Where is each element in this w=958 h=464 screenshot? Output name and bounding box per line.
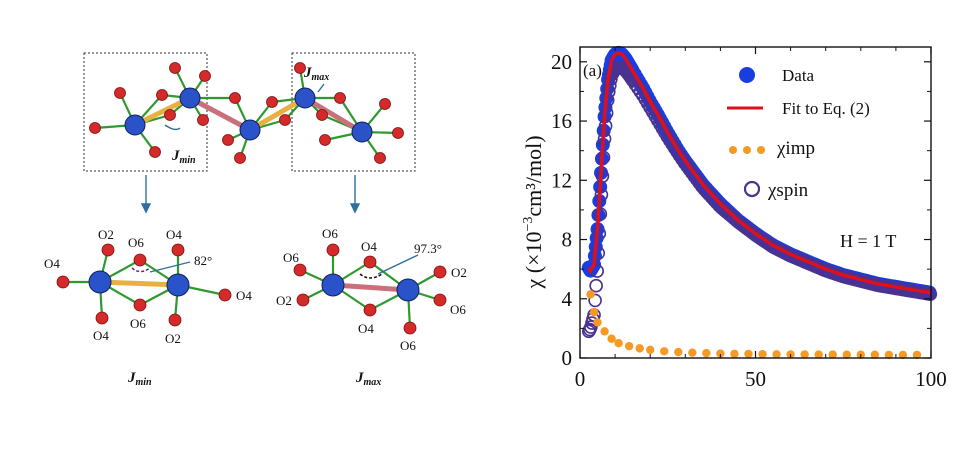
y-tick-label: 4 xyxy=(562,287,573,311)
impurity-point xyxy=(660,347,669,356)
impurity-point xyxy=(842,350,851,359)
jmin-label-top: Jmin xyxy=(171,148,196,166)
impurity-point xyxy=(716,349,725,358)
impurity-point xyxy=(593,318,602,327)
metal-atoms-chain xyxy=(124,87,373,143)
jmax-selection-box xyxy=(291,52,416,172)
atom-label: O4 xyxy=(44,256,60,271)
jmin-label-bottom: Jmin xyxy=(127,370,152,388)
jmin-bond xyxy=(99,279,179,288)
impurity-point xyxy=(589,307,599,317)
y-tick-label: 0 xyxy=(562,346,573,370)
impurity-point xyxy=(635,344,644,353)
atom-label: O6 xyxy=(322,226,338,241)
impurity-point xyxy=(607,334,616,343)
jmin-pointer-arrow xyxy=(164,124,181,131)
jmax-cluster: O6 O4 O6 O2 O2 O6 O4 O6 97.3° Jmax xyxy=(276,226,467,388)
atom-label: O2 xyxy=(451,265,467,280)
legend-marker-spin xyxy=(743,180,761,198)
jmax-label-top: Jmax xyxy=(303,65,329,83)
legend-label-imp: χimp xyxy=(776,138,815,159)
jmin-cluster: O2 O6 O4 O4 O4 O4 O6 O2 82° Jmin xyxy=(44,227,252,388)
atom-label: O2 xyxy=(276,293,292,308)
atom-label: O4 xyxy=(93,328,109,343)
atom-label: O4 xyxy=(166,227,182,242)
impurity-point xyxy=(614,338,623,348)
legend-label-fit: Fit to Eq. (2) xyxy=(782,99,870,118)
jmin-angle-arc xyxy=(131,267,151,273)
impurity-point xyxy=(600,327,609,336)
spin-point xyxy=(591,246,606,260)
impurity-point xyxy=(730,349,739,359)
susceptibility-chart: 0 50 100 0 4 8 12 16 20 (a) χ (×10−3cm³/mol) Dat… xyxy=(521,45,947,391)
x-tick-label: 50 xyxy=(745,367,766,391)
spin-point xyxy=(588,293,602,308)
impurity-point xyxy=(814,350,823,359)
atom-label: O6 xyxy=(400,338,416,353)
down-arrows xyxy=(140,175,361,214)
jmax-bond-top-1 xyxy=(188,95,252,133)
plot-area xyxy=(581,45,938,360)
spin-point xyxy=(589,278,603,293)
impurity-point xyxy=(800,350,809,359)
jmax-pointer-arrow xyxy=(317,83,325,93)
impurity-point xyxy=(586,290,595,299)
impurity-point xyxy=(758,349,767,359)
angle-label-82: 82° xyxy=(194,253,212,268)
jmin-angle-arrow xyxy=(149,261,191,273)
jmin-bond-top-2 xyxy=(248,95,307,133)
legend-marker-imp xyxy=(729,146,765,154)
impurity-point xyxy=(772,350,781,359)
x-tick-label: 0 xyxy=(575,367,586,391)
crystal-structure-diagram: Jmin Jmax xyxy=(44,52,467,388)
atom-label: O6 xyxy=(128,235,144,250)
impurity-point xyxy=(912,350,922,360)
angle-label-97: 97.3° xyxy=(414,241,442,256)
atom-label: O2 xyxy=(98,227,114,242)
impurity-point xyxy=(702,348,711,358)
x-tick-label: 100 xyxy=(915,367,947,391)
spin-point xyxy=(923,287,938,302)
plot-frame xyxy=(579,46,932,359)
oxygen-atoms-chain xyxy=(89,62,404,164)
y-tick-label: 20 xyxy=(551,50,572,74)
y-axis-label: χ (×10−3cm³/mol) xyxy=(521,135,546,289)
y-tick-label: 12 xyxy=(551,168,572,192)
fit-line xyxy=(587,50,932,295)
impurity-point xyxy=(828,350,837,359)
legend-label-spin: χspin xyxy=(767,180,809,201)
atom-label: O6 xyxy=(283,250,299,265)
jmax-angle-arc xyxy=(359,273,383,279)
impurity-point xyxy=(744,349,753,359)
axis-ticks: 0 50 100 0 4 8 12 16 20 xyxy=(551,47,947,391)
atom-label: O4 xyxy=(358,321,374,336)
atom-label: O4 xyxy=(361,239,377,254)
jmax-bond-top-2 xyxy=(303,95,364,135)
impurity-point xyxy=(898,350,908,360)
chain-bonds xyxy=(94,67,399,159)
jmax-angle-arrow xyxy=(377,254,419,275)
atom-label: O6 xyxy=(130,316,146,331)
atom-label: O6 xyxy=(450,302,466,317)
y-tick-label: 8 xyxy=(562,228,573,252)
impurity-point xyxy=(624,341,634,351)
jmax-label-bottom: Jmax xyxy=(355,370,381,388)
y-tick-label: 16 xyxy=(551,109,572,133)
impurity-point xyxy=(870,350,880,359)
impurity-point xyxy=(646,345,655,355)
impurity-point xyxy=(674,347,683,357)
impurity-point xyxy=(688,348,697,357)
atom-label: O4 xyxy=(236,288,252,303)
panel-label: (a) xyxy=(583,61,602,80)
legend: Data Fit to Eq. (2) χimp χspin xyxy=(727,66,870,201)
atom-label: O2 xyxy=(165,331,181,346)
field-annotation: H = 1 T xyxy=(840,231,896,251)
legend-marker-data xyxy=(739,67,755,83)
impurity-point xyxy=(884,350,894,360)
legend-label-data: Data xyxy=(782,66,815,85)
jmax-bond xyxy=(332,282,409,293)
jmin-selection-box xyxy=(83,52,208,172)
